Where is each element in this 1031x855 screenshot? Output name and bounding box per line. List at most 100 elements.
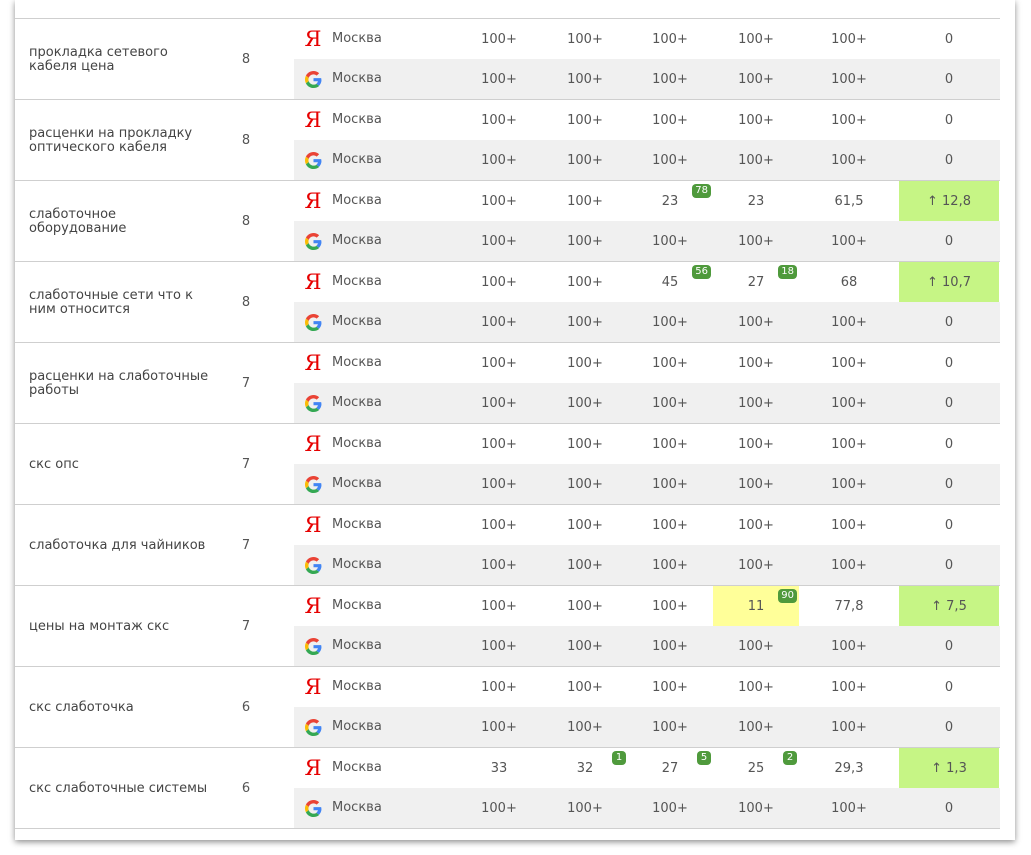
position-value: 100+ [652, 233, 688, 249]
frequency-value: 7 [241, 619, 251, 634]
position-value: 27 [747, 274, 765, 290]
region-label: Москва [332, 760, 382, 775]
region-label: Москва [332, 800, 382, 815]
position-value: 100+ [652, 679, 688, 695]
position-cell: 100+ [627, 424, 713, 464]
average-position: 29,3 [834, 760, 864, 776]
position-delta: 0 [944, 719, 954, 735]
position-cell: 100+ [456, 667, 542, 707]
average-position: 100+ [831, 355, 867, 371]
position-value: 23 [747, 193, 765, 209]
position-value: 100+ [652, 436, 688, 452]
frequency-value: 8 [241, 295, 251, 310]
position-delta: 0 [944, 476, 954, 492]
position-value: 100+ [567, 476, 603, 492]
yandex-logo-icon: Я [304, 270, 322, 294]
position-cell: 23 [713, 181, 799, 221]
position-change-badge: 56 [692, 265, 711, 279]
position-cell: 100+ [627, 545, 713, 585]
keyword-text: слаботочные сети что к ним относится [29, 287, 193, 317]
keyword-text: скс слаботочка [29, 699, 134, 715]
position-cell: 100+ [713, 545, 799, 585]
google-position-row: Москва 100+ 100+ 100+ 100+ 100+ 0 [294, 545, 1000, 585]
google-position-row: Москва 100+ 100+ 100+ 100+ 100+ 0 [294, 140, 1000, 180]
position-cell: 100+ [542, 545, 628, 585]
position-value: 32 [576, 760, 594, 776]
average-position: 100+ [831, 719, 867, 735]
google-position-row: Москва 100+ 100+ 100+ 100+ 100+ 0 [294, 707, 1000, 747]
keyword-label: слаботочное оборудование [29, 181, 209, 262]
position-cell: 25 2 [713, 748, 799, 788]
position-cell: 100+ [627, 221, 713, 261]
position-cell: 45 56 [627, 262, 713, 302]
position-value: 100+ [738, 638, 774, 654]
region-label: Москва [332, 355, 382, 370]
frequency-value: 8 [241, 133, 251, 148]
yandex-logo-icon: Я [304, 513, 322, 537]
position-value: 100+ [567, 638, 603, 654]
position-delta: 0 [944, 112, 954, 128]
position-value: 100+ [481, 436, 517, 452]
average-position: 100+ [831, 71, 867, 87]
yandex-position-row: Я Москва 100+ 100+ 23 78 23 61,5 ↑ 12,8 [294, 181, 1000, 221]
yandex-logo-icon: Я [304, 756, 322, 780]
position-value: 100+ [652, 638, 688, 654]
position-cell: 100+ [713, 707, 799, 747]
yandex-logo-icon: Я [304, 189, 322, 213]
position-value: 100+ [652, 476, 688, 492]
position-cell: 23 78 [627, 181, 713, 221]
position-delta: 0 [944, 395, 954, 411]
position-value: 100+ [652, 71, 688, 87]
position-delta: 0 [944, 557, 954, 573]
position-cell: 100+ [542, 788, 628, 828]
position-cell: 100+ [713, 59, 799, 99]
frequency-value: 6 [241, 700, 251, 715]
position-change-badge: 5 [697, 751, 711, 765]
yandex-position-row: Я Москва 100+ 100+ 100+ 100+ 100+ 0 [294, 667, 1000, 707]
google-position-row: Москва 100+ 100+ 100+ 100+ 100+ 0 [294, 302, 1000, 342]
position-value: 100+ [567, 436, 603, 452]
position-cell: 100+ [542, 181, 628, 221]
google-position-row: Москва 100+ 100+ 100+ 100+ 100+ 0 [294, 464, 1000, 504]
position-value: 100+ [481, 598, 517, 614]
keyword-label: расценки на прокладку оптического кабеля [29, 100, 209, 181]
position-delta: 0 [944, 800, 954, 816]
position-value: 100+ [652, 395, 688, 411]
position-value: 100+ [738, 517, 774, 533]
position-cell: 100+ [627, 707, 713, 747]
position-value: 100+ [481, 152, 517, 168]
keyword-group: расценки на прокладку оптического кабеля… [15, 99, 1000, 181]
table-divider [15, 828, 1000, 829]
frequency-value: 7 [241, 376, 251, 391]
position-cell: 100+ [542, 140, 628, 180]
position-cell: 100+ [542, 19, 628, 59]
position-cell: 100+ [627, 140, 713, 180]
position-value: 27 [661, 760, 679, 776]
region-label: Москва [332, 679, 382, 694]
keyword-group: слаботочные сети что к ним относится 8 Я Мо… [15, 261, 1000, 343]
position-cell: 100+ [456, 505, 542, 545]
position-value: 100+ [481, 71, 517, 87]
average-position: 100+ [831, 31, 867, 47]
position-value: 100+ [738, 355, 774, 371]
position-delta: 0 [944, 517, 954, 533]
average-position: 77,8 [834, 598, 864, 614]
position-cell: 100+ [542, 343, 628, 383]
position-cell: 100+ [456, 302, 542, 342]
position-value: 100+ [567, 800, 603, 816]
position-delta: 0 [944, 436, 954, 452]
position-value: 25 [747, 760, 765, 776]
position-cell: 100+ [542, 302, 628, 342]
position-value: 100+ [567, 517, 603, 533]
yandex-position-row: Я Москва 100+ 100+ 45 56 27 18 68 ↑ 10,7 [294, 262, 1000, 302]
region-label: Москва [332, 314, 382, 329]
position-cell: 100+ [713, 424, 799, 464]
position-cell: 100+ [456, 788, 542, 828]
keyword-text: цены на монтаж скс [29, 618, 170, 634]
region-label: Москва [332, 71, 382, 86]
google-position-row: Москва 100+ 100+ 100+ 100+ 100+ 0 [294, 626, 1000, 666]
position-cell: 100+ [713, 383, 799, 423]
position-cell: 100+ [713, 464, 799, 504]
yandex-logo-icon: Я [304, 675, 322, 699]
position-change-badge: 1 [612, 751, 626, 765]
